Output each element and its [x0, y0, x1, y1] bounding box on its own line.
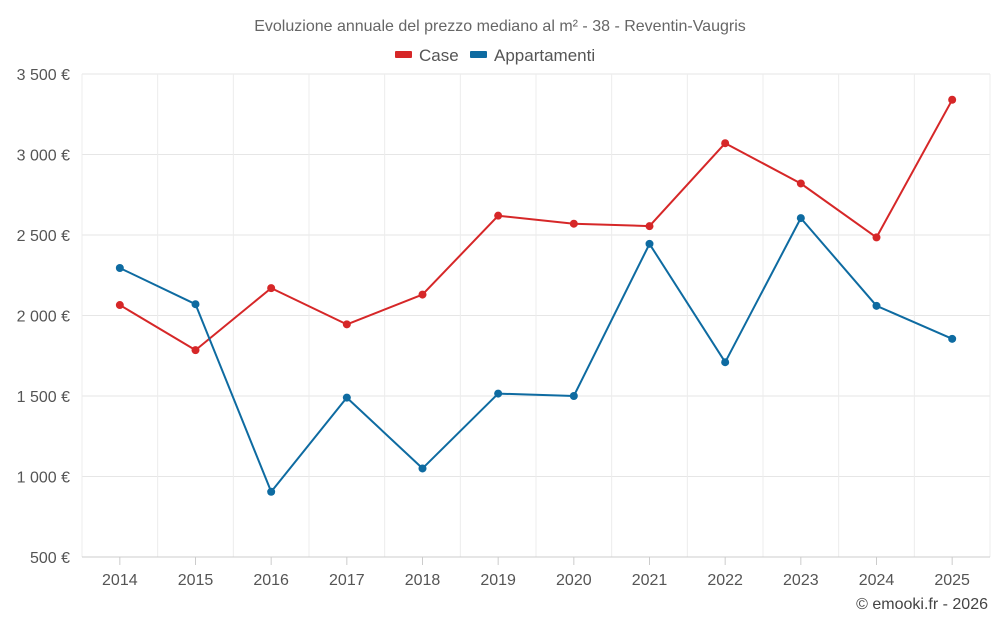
data-point-appartamenti-2020[interactable] [569, 392, 578, 400]
credit-text: © emooki.fr - 2026 [856, 596, 988, 613]
data-point-case-2016[interactable] [267, 284, 276, 293]
series-line-case [119, 99, 954, 352]
data-point-case-2019[interactable] [494, 211, 503, 220]
legend-swatch-appartamenti [470, 51, 487, 58]
legend-item-appartamenti[interactable]: Appartamenti [470, 46, 595, 65]
data-point-case-2014[interactable] [115, 301, 124, 310]
data-point-case-2022[interactable] [721, 139, 730, 148]
x-tick-label: 2024 [859, 572, 895, 589]
legend: Case Appartamenti [395, 46, 595, 65]
legend-swatch-case [395, 51, 412, 58]
x-tick-label: 2023 [783, 572, 819, 589]
x-tick-label: 2014 [102, 572, 138, 589]
data-point-case-2021[interactable] [645, 222, 654, 231]
data-point-appartamenti-2017[interactable] [342, 393, 351, 402]
y-tick-label: 1 000 € [17, 470, 70, 487]
grid [81, 73, 991, 558]
data-point-case-2024[interactable] [872, 233, 881, 242]
y-tick-label: 3 000 € [17, 148, 70, 165]
data-point-appartamenti-2021[interactable] [645, 239, 654, 248]
series-layer [115, 95, 957, 496]
x-tick-label: 2016 [253, 572, 289, 589]
x-tick-label: 2018 [405, 572, 441, 589]
y-tick-label: 3 500 € [17, 67, 70, 84]
data-point-appartamenti-2015[interactable] [191, 300, 200, 309]
data-point-appartamenti-2014[interactable] [115, 264, 124, 273]
x-tick-label: 2022 [707, 572, 743, 589]
x-tick-label: 2025 [934, 572, 970, 589]
data-point-case-2018[interactable] [418, 290, 427, 299]
data-point-appartamenti-2023[interactable] [796, 214, 805, 223]
data-point-case-2023[interactable] [796, 179, 805, 188]
x-tick-label: 2019 [480, 572, 516, 589]
x-tick-label: 2021 [632, 572, 668, 589]
data-point-appartamenti-2022[interactable] [721, 358, 730, 367]
legend-label-case: Case [419, 46, 459, 65]
data-point-appartamenti-2025[interactable] [948, 334, 957, 343]
x-tick-label: 2015 [178, 572, 214, 589]
legend-label-appartamenti: Appartamenti [494, 46, 595, 65]
legend-item-case[interactable]: Case [395, 46, 459, 65]
x-axis: 2014 2015 2016 2017 2018 2019 2020 2021 2022 2023… [82, 556, 990, 589]
x-tick-label: 2017 [329, 572, 365, 589]
data-point-appartamenti-2018[interactable] [418, 464, 427, 473]
data-point-case-2017[interactable] [342, 320, 351, 329]
x-tick-label: 2020 [556, 572, 592, 589]
y-tick-label: 2 000 € [17, 309, 70, 326]
y-tick-label: 500 € [30, 550, 70, 567]
y-tick-label: 2 500 € [17, 228, 70, 245]
data-point-appartamenti-2024[interactable] [872, 301, 881, 310]
y-axis: 500 € 1 000 € 1 500 € 2 000 € 2 500 € 3 000 €… [17, 67, 70, 567]
y-tick-label: 1 500 € [17, 389, 70, 406]
data-point-appartamenti-2019[interactable] [494, 389, 503, 398]
data-point-appartamenti-2016[interactable] [267, 487, 276, 496]
data-point-case-2025[interactable] [948, 95, 957, 104]
chart-title: Evoluzione annuale del prezzo mediano al… [254, 18, 746, 35]
data-point-case-2015[interactable] [191, 346, 200, 355]
series-line-appartamenti [119, 217, 953, 493]
data-point-case-2020[interactable] [569, 219, 578, 228]
